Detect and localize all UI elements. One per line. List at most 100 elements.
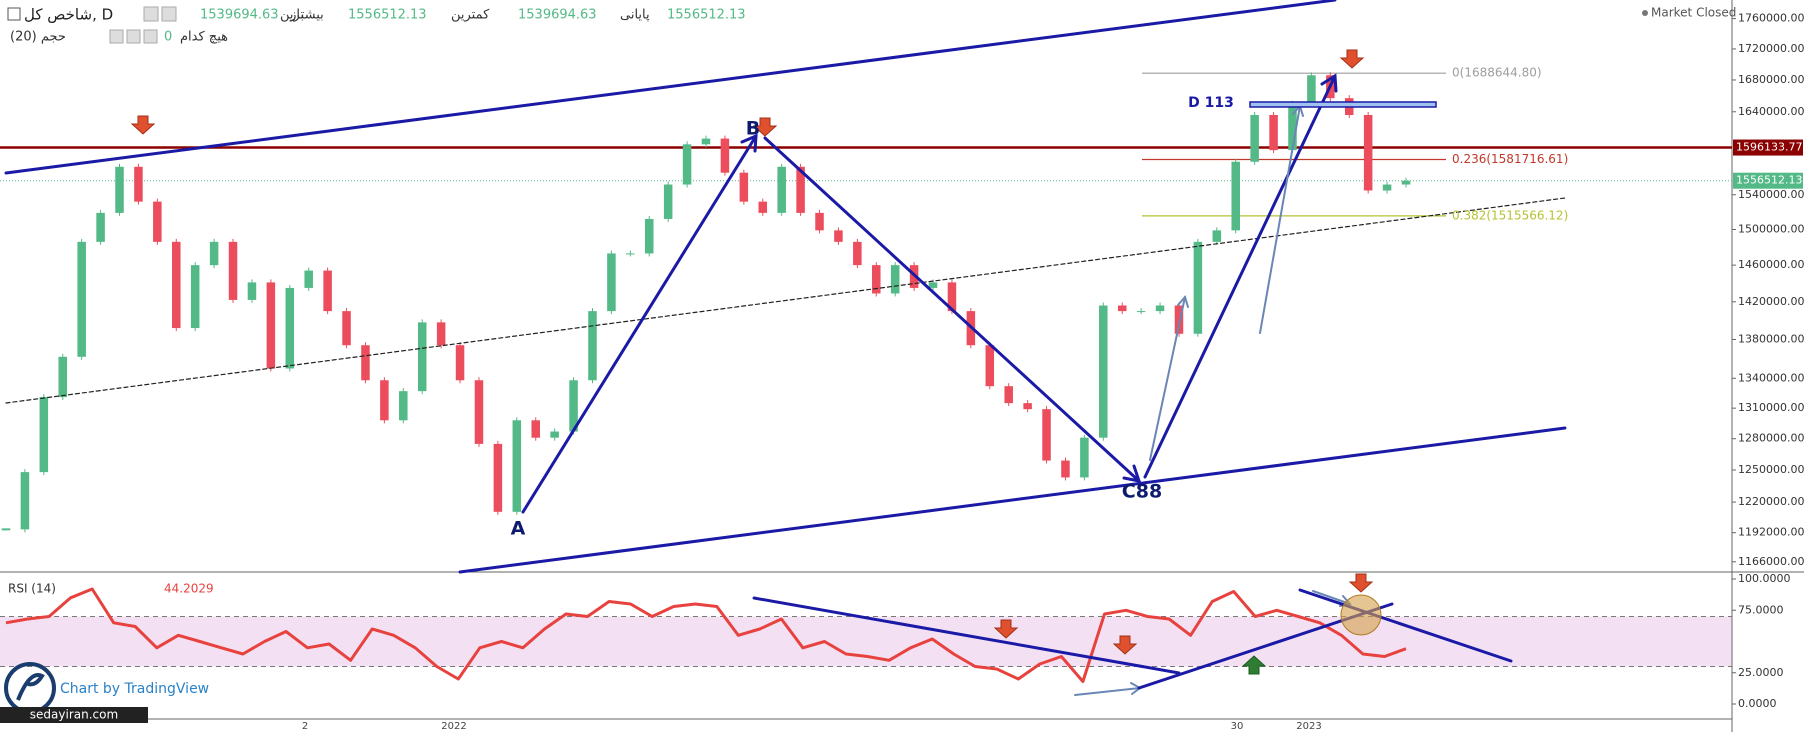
candle xyxy=(739,172,749,202)
candle xyxy=(550,431,559,438)
rsi-last-value: 44.2029 xyxy=(164,582,214,596)
open-value: 1539694.63 xyxy=(200,8,279,23)
candle xyxy=(285,287,295,369)
y-tick-label: 1280000.00 xyxy=(1738,432,1804,445)
candle xyxy=(1136,311,1146,313)
fib-label: 0(1688644.80) xyxy=(1452,66,1542,80)
y-tick-label: 100.0000 xyxy=(1738,572,1791,585)
candle xyxy=(380,380,389,421)
drawings xyxy=(4,0,1567,696)
candle xyxy=(20,472,30,530)
candle xyxy=(985,345,995,387)
candle xyxy=(682,144,692,185)
candle xyxy=(531,420,540,438)
candle xyxy=(796,166,805,213)
wave-label: C88 xyxy=(1122,481,1162,503)
y-tick-label: 1420000.00 xyxy=(1738,295,1804,308)
candle xyxy=(928,282,938,288)
candle xyxy=(834,230,843,242)
watermark: sedayiran.com xyxy=(30,708,118,722)
candle xyxy=(153,201,162,242)
high-label: بیشترین xyxy=(280,8,324,23)
wave-label: A xyxy=(511,518,526,540)
candle xyxy=(607,253,616,312)
volume-value: 0 xyxy=(164,30,172,45)
price-level-badge xyxy=(1733,172,1803,189)
wave-label: D 113 xyxy=(1188,95,1234,111)
volume-ma: هیچ کدام xyxy=(180,30,228,45)
candle xyxy=(77,241,86,357)
candle xyxy=(1363,114,1373,191)
candle xyxy=(399,391,408,421)
y-tick-label: 1310000.00 xyxy=(1738,401,1804,414)
candle xyxy=(890,265,900,294)
candle xyxy=(361,345,370,381)
logo xyxy=(4,662,56,714)
fib-label: 0.382(1515566.12) xyxy=(1452,208,1568,222)
y-tick-label: 1680000.00 xyxy=(1738,73,1804,86)
x-tick-label: 2022 xyxy=(441,721,466,732)
candle xyxy=(1193,241,1203,334)
red-arrows xyxy=(130,49,1374,655)
y-tick-label: 1720000.00 xyxy=(1738,42,1804,55)
candle xyxy=(58,356,68,398)
candle xyxy=(228,241,238,300)
rsi-title: RSI (14) xyxy=(8,582,56,596)
candle xyxy=(1288,103,1297,151)
y-tick-label: 1192000.00 xyxy=(1738,526,1804,539)
header-icons xyxy=(143,6,177,22)
lower-channel xyxy=(458,426,1567,574)
upper-channel xyxy=(4,0,1337,175)
y-tick-label: 1220000.00 xyxy=(1738,495,1804,508)
candle xyxy=(1023,403,1032,410)
credit: Chart by TradingView xyxy=(60,681,209,697)
volume-icons xyxy=(109,29,158,44)
collapse-icon[interactable] xyxy=(7,7,21,21)
candle xyxy=(701,138,711,145)
candle xyxy=(1231,161,1240,231)
d-box xyxy=(1249,101,1437,108)
market-status: Market Closed xyxy=(1651,6,1736,20)
candle xyxy=(436,322,446,346)
candle xyxy=(172,241,181,329)
rsi-line xyxy=(5,587,1407,683)
minor-arrows xyxy=(1074,103,1352,696)
wave-label: B xyxy=(746,118,760,140)
low-value: 1539694.63 xyxy=(518,8,597,23)
candle xyxy=(569,380,578,432)
volume-label: حجم (20) xyxy=(10,30,66,45)
candle xyxy=(1212,230,1222,242)
candle xyxy=(474,380,484,444)
y-tick-label: 0.0000 xyxy=(1738,697,1777,710)
candle xyxy=(1382,184,1392,191)
green-arrow xyxy=(1241,655,1267,675)
candle xyxy=(134,166,143,202)
y-tick-label: 1250000.00 xyxy=(1738,463,1804,476)
close-label: پایانی xyxy=(620,8,650,23)
candle xyxy=(1250,114,1259,162)
candle xyxy=(777,166,786,213)
price-level-label: 1556512.13 xyxy=(1736,174,1802,187)
fib-label: 0.236(1581716.61) xyxy=(1452,152,1568,166)
open-label: باز xyxy=(289,8,304,23)
candle xyxy=(1004,386,1013,404)
y-tick-label: 1640000.00 xyxy=(1738,105,1804,118)
status-dot xyxy=(1642,10,1648,16)
candle xyxy=(758,201,768,213)
candle xyxy=(588,311,597,381)
candle xyxy=(815,212,824,231)
price-level-badge xyxy=(1733,139,1803,156)
candle xyxy=(304,270,313,288)
candle xyxy=(323,270,332,312)
mid-trendline xyxy=(5,197,1566,404)
candle xyxy=(872,265,881,294)
candle xyxy=(1401,180,1411,185)
candle xyxy=(1042,409,1051,461)
y-tick-label: 1340000.00 xyxy=(1738,371,1804,384)
candle xyxy=(1099,305,1108,438)
y-tick-label: 1760000.00 xyxy=(1738,12,1804,25)
candle xyxy=(455,345,465,381)
candle xyxy=(1061,460,1070,478)
candle xyxy=(209,241,219,266)
